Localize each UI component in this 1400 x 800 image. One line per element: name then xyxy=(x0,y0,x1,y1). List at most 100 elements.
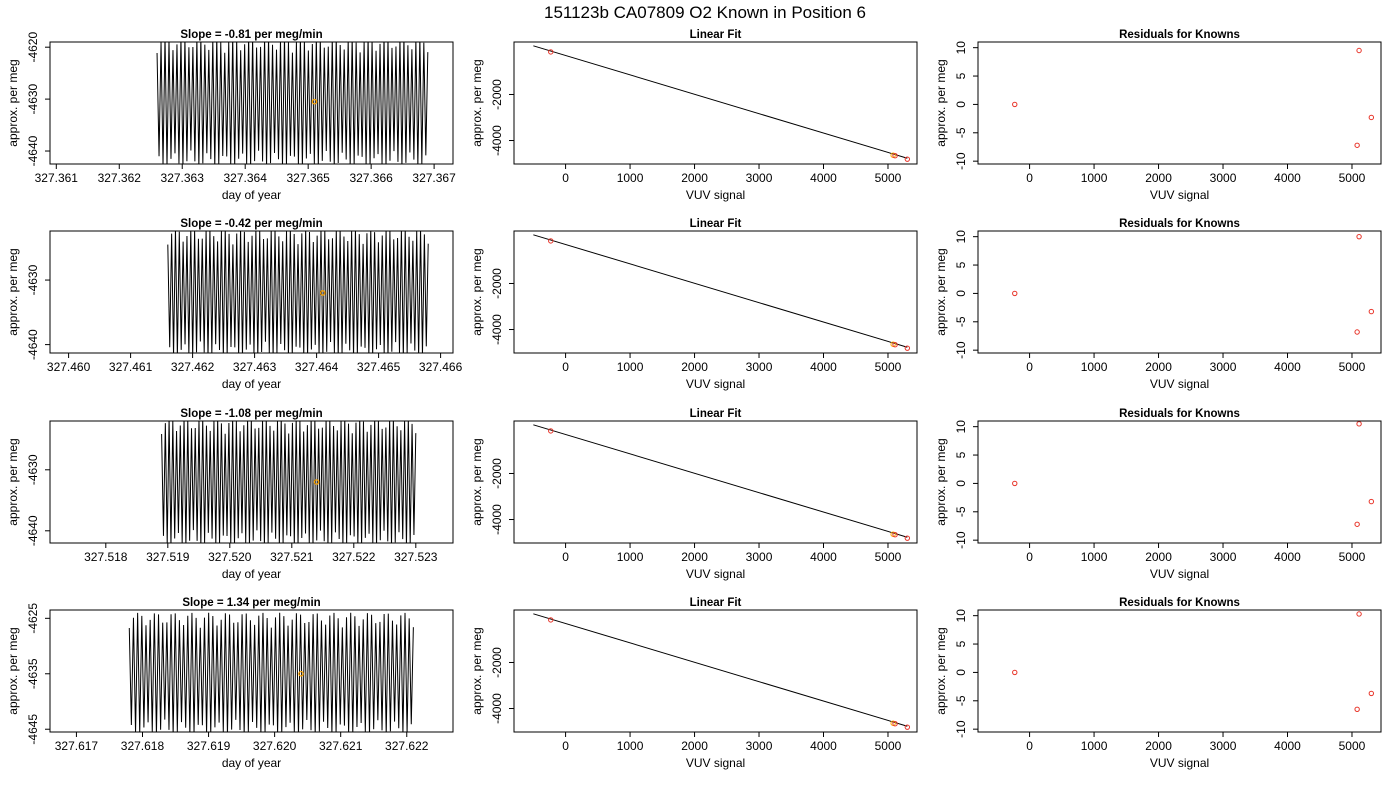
plot-frame xyxy=(513,41,918,165)
y-tick-label: 10 xyxy=(954,420,968,434)
mean-marker xyxy=(319,290,326,296)
plot-frame xyxy=(513,420,918,544)
plot-area xyxy=(533,424,911,541)
y-tick-label: -4625 xyxy=(26,603,40,634)
panel-title: Residuals for Knowns xyxy=(1119,29,1240,41)
y-tick-label: -4640 xyxy=(26,515,40,546)
x-axis-label: VUV signal xyxy=(1150,377,1209,391)
panel-title: Linear Fit xyxy=(690,408,742,420)
y-tick-label: 10 xyxy=(954,230,968,244)
x-tick-label: 4000 xyxy=(1274,360,1301,374)
plot-area xyxy=(533,613,911,730)
data-trace xyxy=(128,612,414,732)
x-axis-label: VUV signal xyxy=(686,188,745,202)
x-tick-label: 0 xyxy=(562,360,569,374)
data-point xyxy=(548,49,554,55)
x-tick-label: 5000 xyxy=(1339,550,1366,564)
y-axis-label: approx. per meg xyxy=(934,438,948,525)
x-tick-label: 327.622 xyxy=(385,739,429,753)
data-point xyxy=(1354,329,1360,335)
y-axis-label: approx. per meg xyxy=(470,248,484,335)
data-point xyxy=(1368,114,1375,121)
data-point xyxy=(1012,290,1018,297)
y-tick-label: -4640 xyxy=(26,329,40,360)
x-tick-label: 0 xyxy=(1026,171,1033,185)
data-point xyxy=(1354,706,1360,713)
x-tick-label: 327.519 xyxy=(146,550,190,564)
figure-title: 151123b CA07809 O2 Known in Position 6 xyxy=(544,3,866,22)
panel-title: Linear Fit xyxy=(690,218,742,230)
x-tick-label: 5000 xyxy=(875,550,902,564)
x-tick-label: 327.618 xyxy=(121,739,165,753)
data-point xyxy=(904,156,911,162)
y-tick-label: -4630 xyxy=(26,264,40,295)
x-axis-label: VUV signal xyxy=(1150,756,1209,770)
x-tick-label: 327.361 xyxy=(35,171,79,185)
x-tick-label: 327.464 xyxy=(295,360,339,374)
panel-title: Slope = -1.08 per meg/min xyxy=(180,408,322,420)
plot-area xyxy=(1012,611,1375,713)
plot-area xyxy=(128,612,414,732)
x-axis-label: day of year xyxy=(222,377,281,391)
x-tick-label: 4000 xyxy=(810,739,837,753)
y-tick-label: -4000 xyxy=(490,125,504,156)
x-tick-label: 327.466 xyxy=(419,360,463,374)
plot-frame xyxy=(977,609,1382,733)
y-tick-label: -4635 xyxy=(26,658,40,689)
chart-panel-3: Residuals for Knowns 0 1000 2000 3000 4000 500… xyxy=(934,29,1382,202)
data-trace xyxy=(161,421,417,543)
x-tick-label: 3000 xyxy=(1210,171,1237,185)
fit-line xyxy=(533,45,908,159)
plot-frame xyxy=(513,609,918,733)
mean-marker xyxy=(298,670,304,677)
x-axis-label: day of year xyxy=(222,756,281,770)
x-tick-label: 3000 xyxy=(746,550,773,564)
x-tick-label: 1000 xyxy=(1081,550,1108,564)
panel-title: Residuals for Knowns xyxy=(1119,408,1240,420)
chart-panel-9: Residuals for Knowns 0 1000 2000 3000 4000 500… xyxy=(934,408,1382,581)
x-tick-label: 327.520 xyxy=(208,550,252,564)
x-tick-label: 2000 xyxy=(681,550,708,564)
y-tick-label: 0 xyxy=(954,669,968,676)
y-axis-label: approx. per meg xyxy=(470,627,484,714)
y-axis-label: approx. per meg xyxy=(6,627,20,714)
y-tick-label: -2000 xyxy=(490,458,504,489)
y-tick-label: -10 xyxy=(954,720,968,738)
y-tick-label: -4620 xyxy=(26,32,40,63)
plot-area xyxy=(1012,233,1375,335)
x-tick-label: 3000 xyxy=(746,171,773,185)
plot-frame xyxy=(49,420,454,544)
y-tick-label: -4645 xyxy=(26,714,40,745)
x-tick-label: 2000 xyxy=(1145,360,1172,374)
chart-panel-10: Slope = 1.34 per meg/min 327.617 327.618 32… xyxy=(6,597,454,770)
x-tick-label: 1000 xyxy=(1081,360,1108,374)
data-point xyxy=(1368,308,1375,315)
data-point xyxy=(904,535,911,541)
data-point xyxy=(1356,233,1362,240)
x-tick-label: 5000 xyxy=(875,171,902,185)
data-point xyxy=(548,428,554,434)
x-axis-label: day of year xyxy=(222,567,281,581)
y-axis-label: approx. per meg xyxy=(934,627,948,714)
x-tick-label: 327.465 xyxy=(357,360,401,374)
chart-panel-4: Slope = -0.42 per meg/min 327.460 327.461 3… xyxy=(6,218,463,391)
y-tick-label: 5 xyxy=(954,451,968,458)
chart-panel-11: Linear Fit 0 1000 2000 3000 4000 5000 -2000 -400… xyxy=(470,597,918,770)
x-tick-label: 327.523 xyxy=(394,550,438,564)
x-tick-label: 4000 xyxy=(1274,739,1301,753)
chart-panel-8: Linear Fit 0 1000 2000 3000 4000 5000 -2000 -400… xyxy=(470,408,918,581)
x-tick-label: 0 xyxy=(1026,360,1033,374)
y-tick-label: -4640 xyxy=(26,135,40,166)
data-point xyxy=(892,532,898,538)
x-tick-label: 5000 xyxy=(1339,739,1366,753)
x-tick-label: 4000 xyxy=(1274,171,1301,185)
y-tick-label: -4630 xyxy=(26,83,40,114)
panel-title: Slope = -0.81 per meg/min xyxy=(180,29,322,41)
panel-title: Linear Fit xyxy=(690,29,742,41)
x-tick-label: 1000 xyxy=(617,739,644,753)
x-tick-label: 2000 xyxy=(681,171,708,185)
data-point xyxy=(892,342,898,348)
x-axis-label: VUV signal xyxy=(1150,567,1209,581)
x-tick-label: 327.620 xyxy=(253,739,297,753)
x-tick-label: 327.463 xyxy=(233,360,277,374)
